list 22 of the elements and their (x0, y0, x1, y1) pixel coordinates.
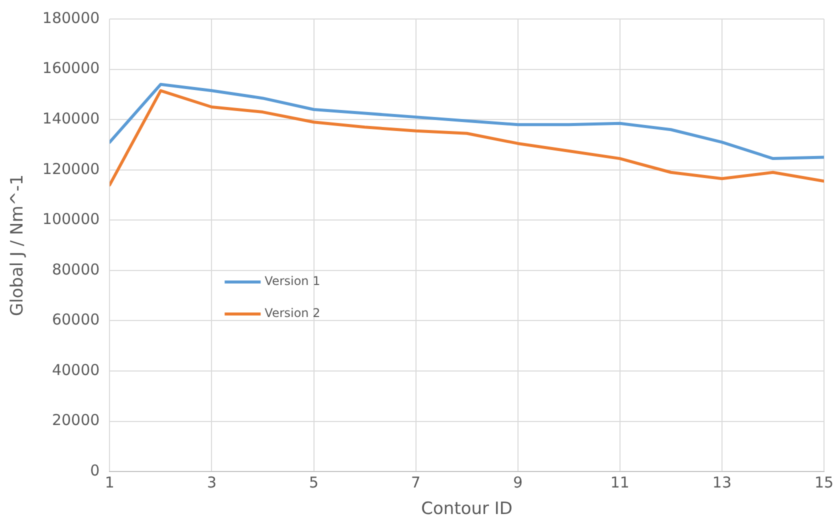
y-tick-label: 20000 (52, 411, 100, 430)
y-tick-label: 160000 (42, 59, 100, 78)
y-tick-label: 100000 (42, 210, 100, 228)
y-axis-title: Global J / Nm^-1 (8, 174, 28, 316)
y-tick-label: 60000 (52, 310, 100, 329)
y-tick-label: 180000 (42, 8, 100, 27)
x-axis-title: Contour ID (421, 499, 513, 520)
y-tick-label: 140000 (42, 109, 100, 128)
y-tick-label: 120000 (42, 160, 100, 178)
legend-label: Version 1 (264, 274, 320, 288)
y-tick-label: 80000 (52, 260, 100, 278)
x-tick-label: 9 (513, 473, 523, 492)
x-tick-label: 15 (814, 473, 834, 492)
x-tick-label: 11 (610, 473, 630, 492)
x-tick-label: 3 (206, 473, 216, 492)
legend-label: Version 2 (264, 306, 320, 320)
x-tick-label: 7 (411, 473, 421, 492)
y-tick-label: 40000 (52, 360, 100, 379)
x-tick-label: 5 (308, 473, 319, 492)
y-tick-label: 0 (90, 461, 100, 480)
x-tick-label: 1 (104, 473, 114, 492)
x-tick-label: 13 (712, 473, 732, 492)
